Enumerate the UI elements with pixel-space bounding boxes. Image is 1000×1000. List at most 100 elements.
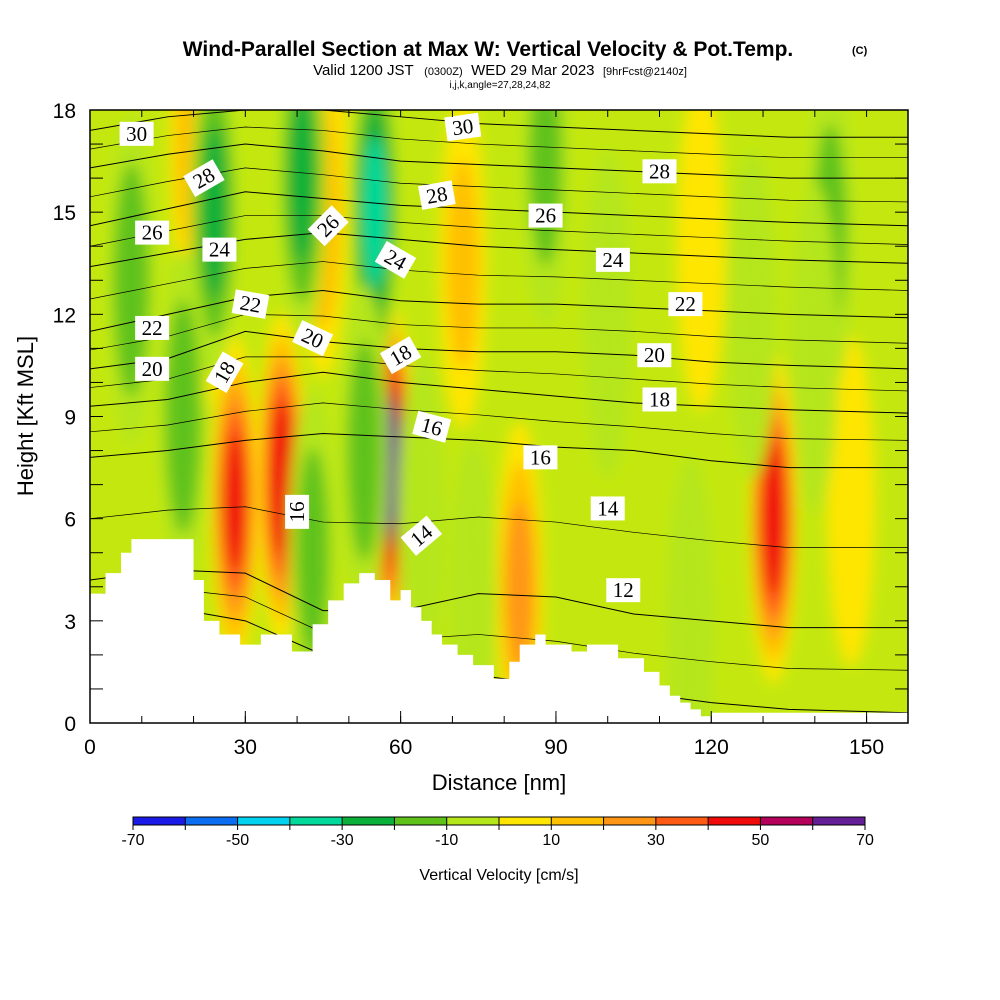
w-band bbox=[790, 183, 839, 514]
contour-label-box bbox=[642, 387, 677, 412]
contour-label-text: 16 bbox=[530, 445, 551, 469]
contour-label-box bbox=[637, 343, 672, 368]
contour-label-box bbox=[285, 494, 310, 529]
chart-subtitle: Valid 1200 JST (0300Z) WED 29 Mar 2023 [… bbox=[313, 62, 687, 79]
w-core bbox=[278, 110, 327, 344]
isentrope-minor bbox=[90, 126, 908, 159]
colorbar-tick-label: 30 bbox=[647, 832, 665, 849]
contour-label-box bbox=[418, 180, 456, 210]
w-core bbox=[666, 455, 715, 723]
colorbar: -70 -50 -30 -10 10 30 50 70 bbox=[121, 816, 874, 849]
contour-label-box bbox=[135, 220, 170, 245]
colorbar-swatch bbox=[289, 817, 343, 825]
w-core bbox=[827, 336, 876, 667]
w-band bbox=[347, 340, 382, 562]
contour-label: 20 bbox=[637, 343, 672, 368]
contour-label-box bbox=[205, 351, 244, 393]
chart-title: Wind-Parallel Section at Max W: Vertical… bbox=[183, 38, 794, 61]
contour-label: 16 bbox=[523, 445, 558, 470]
w-band bbox=[449, 438, 498, 723]
utc-time: (0300Z) bbox=[424, 66, 463, 78]
contour-label-box bbox=[135, 356, 170, 381]
colorbar-swatch bbox=[237, 817, 290, 825]
contour-label-text: 14 bbox=[597, 496, 619, 520]
y-axis-label: Height [Kft MSL] bbox=[13, 336, 38, 496]
contour-label: 18 bbox=[642, 387, 677, 412]
colorbar-swatch bbox=[342, 817, 395, 825]
w-band bbox=[446, 158, 479, 369]
isentrope-14 bbox=[90, 569, 908, 629]
w-band bbox=[761, 440, 786, 597]
contour-label: 16 bbox=[412, 410, 452, 443]
contour-label-text: 12 bbox=[613, 578, 634, 602]
colorbar-tick-label: -10 bbox=[435, 832, 458, 849]
valid-time: Valid 1200 JST bbox=[313, 62, 414, 79]
contour-label-box bbox=[202, 237, 237, 262]
contour-label-text: 28 bbox=[649, 159, 670, 183]
contour-label-box bbox=[135, 315, 170, 340]
contour-label: 30 bbox=[119, 121, 154, 146]
colorbar-swatch bbox=[551, 817, 604, 825]
colorbar-swatch bbox=[133, 817, 186, 825]
isentrope-minor bbox=[90, 313, 908, 351]
y-tick-label: 6 bbox=[64, 509, 76, 532]
contour-label-box bbox=[590, 496, 625, 521]
colorbar-label: Vertical Velocity [cm/s] bbox=[419, 867, 578, 884]
x-axis-ticks: 0 30 60 90 120 150 bbox=[84, 110, 884, 759]
isentrope-minor bbox=[90, 588, 908, 671]
contour-label: 24 bbox=[202, 237, 237, 262]
x-tick-label: 120 bbox=[694, 736, 729, 759]
colorbar-tick-label: -50 bbox=[226, 832, 249, 849]
contour-label-box bbox=[528, 203, 563, 228]
contour-label-text: 28 bbox=[424, 181, 449, 208]
w-band bbox=[362, 137, 387, 288]
w-core bbox=[790, 183, 839, 514]
w-band bbox=[506, 501, 534, 672]
w-band bbox=[583, 149, 632, 480]
contour-label-box bbox=[400, 515, 443, 556]
isentrope-28 bbox=[90, 143, 908, 179]
w-band bbox=[666, 455, 715, 723]
isentrope-20 bbox=[90, 330, 908, 370]
contour-label-box bbox=[606, 578, 641, 603]
potential-temperature-contours bbox=[90, 110, 908, 714]
y-axis-ticks: 0 3 6 9 12 15 18 bbox=[53, 100, 908, 736]
contour-label-text: 30 bbox=[126, 122, 147, 146]
contour-label-text: 20 bbox=[142, 357, 163, 381]
x-tick-label: 150 bbox=[849, 736, 884, 759]
x-tick-label: 30 bbox=[234, 736, 257, 759]
w-band bbox=[165, 299, 201, 534]
isentrope-16 bbox=[90, 433, 908, 469]
y-tick-label: 12 bbox=[53, 304, 76, 327]
contour-label: 16 bbox=[285, 494, 310, 529]
w-core bbox=[449, 438, 498, 723]
y-tick-label: 15 bbox=[53, 202, 76, 225]
contour-label-text: 20 bbox=[644, 343, 665, 367]
contour-label-box bbox=[374, 240, 417, 279]
contour-label-text: 16 bbox=[285, 501, 309, 522]
contour-label-text: 22 bbox=[142, 316, 163, 340]
contour-label: 22 bbox=[135, 315, 170, 340]
isentrope-minor bbox=[90, 261, 908, 300]
isentrope-minor bbox=[90, 402, 908, 441]
contour-label-box bbox=[595, 247, 630, 272]
x-tick-label: 90 bbox=[544, 736, 567, 759]
isentrope-minor bbox=[90, 506, 908, 548]
colorbar-swatch bbox=[394, 817, 447, 825]
w-band bbox=[200, 127, 228, 298]
terrain-mask bbox=[90, 539, 908, 723]
contour-label-box bbox=[379, 336, 422, 375]
w-core bbox=[340, 285, 389, 616]
contour-label: 22 bbox=[668, 292, 703, 317]
colorbar-tick-label: -70 bbox=[121, 832, 144, 849]
contour-label: 26 bbox=[135, 220, 170, 245]
colorbar-swatch bbox=[499, 817, 552, 825]
colorbar-swatch bbox=[655, 817, 709, 825]
w-band bbox=[223, 432, 247, 571]
isentrope-minor bbox=[90, 215, 908, 247]
contour-label-box bbox=[183, 159, 225, 198]
colorbar-swatch bbox=[603, 817, 656, 825]
w-core bbox=[438, 110, 487, 429]
w-band bbox=[288, 110, 316, 264]
valid-date: WED 29 Mar 2023 bbox=[471, 62, 594, 79]
